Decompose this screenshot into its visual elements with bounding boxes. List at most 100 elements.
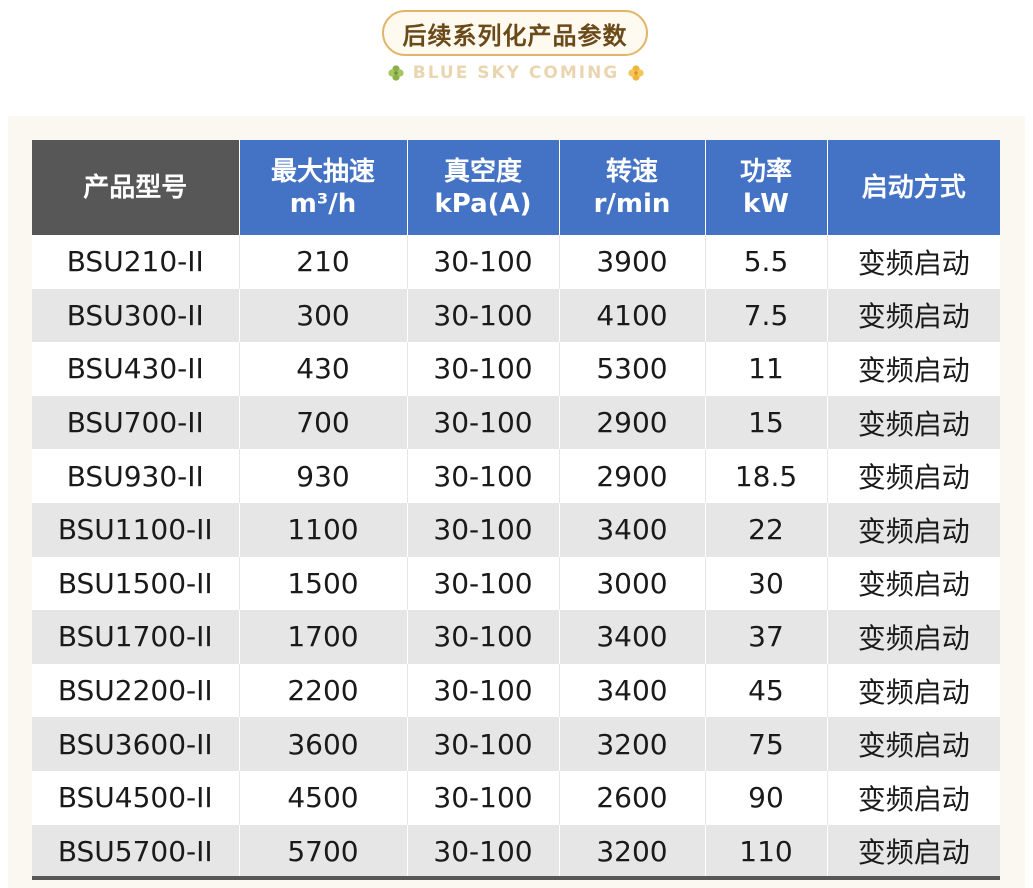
max-speed-cell: 4500 [239, 770, 408, 825]
start-mode-cell: 变频启动 [827, 663, 1000, 718]
model-cell: BSU4500-II [32, 770, 240, 825]
table-row: BSU2200-II 2200 30-100 3400 45 变频启动 [32, 663, 1000, 718]
table-row: BSU1500-II 1500 30-100 3000 30 变频启动 [32, 556, 1000, 611]
vacuum-cell: 30-100 [407, 663, 560, 718]
vacuum-column-header: 真空度 kPa(A) [407, 140, 560, 235]
start-mode-cell: 变频启动 [827, 556, 1000, 611]
model-cell: BSU1100-II [32, 502, 240, 557]
max-speed-cell: 300 [239, 288, 408, 343]
model-cell: BSU1700-II [32, 610, 240, 664]
rpm-cell: 3200 [559, 824, 706, 879]
power-cell: 45 [705, 663, 828, 718]
max-speed-cell: 210 [239, 235, 408, 289]
power-cell: 90 [705, 770, 828, 825]
power-cell: 37 [705, 610, 828, 664]
rpm-cell: 3900 [559, 235, 706, 289]
start-mode-cell: 变频启动 [827, 235, 1000, 289]
table-row: BSU930-II 930 30-100 2900 18.5 变频启动 [32, 449, 1000, 503]
vacuum-cell: 30-100 [407, 235, 560, 289]
vacuum-cell: 30-100 [407, 556, 560, 611]
header-label: 真空度 [443, 156, 522, 187]
model-cell: BSU700-II [32, 395, 240, 450]
start-mode-cell: 变频启动 [827, 717, 1000, 771]
vacuum-cell: 30-100 [407, 342, 560, 396]
rpm-cell: 3400 [559, 502, 706, 557]
subtitle-text: BLUE SKY COMING [412, 63, 620, 83]
start-mode-cell: 变频启动 [827, 342, 1000, 396]
header-label: 产品型号 [83, 172, 188, 203]
clover-icon [388, 65, 404, 81]
header-unit: kW [743, 188, 789, 219]
clover-icon [628, 65, 644, 81]
start-mode-column-header: 启动方式 [827, 140, 1000, 235]
table-row: BSU700-II 700 30-100 2900 15 变频启动 [32, 395, 1000, 450]
header-unit: m³/h [289, 188, 357, 219]
max-speed-cell: 430 [239, 342, 408, 396]
table-row: BSU5700-II 5700 30-100 3200 110 变频启动 [32, 824, 1000, 879]
model-cell: BSU3600-II [32, 717, 240, 771]
header-label: 转速 [605, 156, 658, 187]
max-speed-column-header: 最大抽速 m³/h [239, 140, 408, 235]
power-cell: 30 [705, 556, 828, 611]
power-cell: 75 [705, 717, 828, 771]
section-title-badge: 后续系列化产品参数 [382, 10, 648, 56]
power-cell: 11 [705, 342, 828, 396]
rpm-cell: 2600 [559, 770, 706, 825]
page-header: 后续系列化产品参数 BLUE SKY COMING [0, 0, 1033, 100]
model-cell: BSU300-II [32, 288, 240, 343]
rpm-cell: 3400 [559, 610, 706, 664]
power-cell: 7.5 [705, 288, 828, 343]
power-cell: 5.5 [705, 235, 828, 289]
table-header-row: 产品型号 最大抽速 m³/h 真空度 kPa(A) 转速 r/min 功率 kW 启动方式 [32, 140, 1000, 235]
power-cell: 22 [705, 502, 828, 557]
table-row: BSU4500-II 4500 30-100 2600 90 变频启动 [32, 770, 1000, 825]
start-mode-cell: 变频启动 [827, 395, 1000, 450]
max-speed-cell: 5700 [239, 824, 408, 879]
max-speed-cell: 2200 [239, 663, 408, 718]
rpm-cell: 3200 [559, 717, 706, 771]
power-cell: 110 [705, 824, 828, 879]
model-cell: BSU1500-II [32, 556, 240, 611]
model-cell: BSU210-II [32, 235, 240, 289]
rpm-cell: 4100 [559, 288, 706, 343]
max-speed-cell: 700 [239, 395, 408, 450]
model-column-header: 产品型号 [32, 140, 240, 235]
start-mode-cell: 变频启动 [827, 824, 1000, 879]
model-cell: BSU430-II [32, 342, 240, 396]
table-row: BSU210-II 210 30-100 3900 5.5 变频启动 [32, 235, 1000, 289]
section-title: 后续系列化产品参数 [402, 21, 628, 50]
model-cell: BSU5700-II [32, 824, 240, 879]
vacuum-cell: 30-100 [407, 395, 560, 450]
vacuum-cell: 30-100 [407, 449, 560, 503]
vacuum-cell: 30-100 [407, 717, 560, 771]
start-mode-cell: 变频启动 [827, 770, 1000, 825]
table-row: BSU430-II 430 30-100 5300 11 变频启动 [32, 342, 1000, 396]
rpm-cell: 2900 [559, 449, 706, 503]
max-speed-cell: 930 [239, 449, 408, 503]
rpm-cell: 3400 [559, 663, 706, 718]
model-cell: BSU2200-II [32, 663, 240, 718]
table-row: BSU1700-II 1700 30-100 3400 37 变频启动 [32, 610, 1000, 664]
rpm-cell: 5300 [559, 342, 706, 396]
rpm-column-header: 转速 r/min [559, 140, 706, 235]
table-row: BSU300-II 300 30-100 4100 7.5 变频启动 [32, 288, 1000, 343]
header-unit: kPa(A) [434, 188, 532, 219]
power-cell: 15 [705, 395, 828, 450]
header-label: 功率 [739, 156, 792, 187]
header-label: 最大抽速 [270, 156, 375, 187]
start-mode-cell: 变频启动 [827, 610, 1000, 664]
max-speed-cell: 1500 [239, 556, 408, 611]
table-row: BSU1100-II 1100 30-100 3400 22 变频启动 [32, 502, 1000, 557]
power-column-header: 功率 kW [705, 140, 828, 235]
start-mode-cell: 变频启动 [827, 449, 1000, 503]
max-speed-cell: 1700 [239, 610, 408, 664]
power-cell: 18.5 [705, 449, 828, 503]
start-mode-cell: 变频启动 [827, 288, 1000, 343]
vacuum-cell: 30-100 [407, 770, 560, 825]
subtitle-row: BLUE SKY COMING [378, 60, 654, 86]
vacuum-cell: 30-100 [407, 824, 560, 879]
table-body: BSU210-II 210 30-100 3900 5.5 变频启动 BSU300-II 30… [32, 235, 1000, 879]
max-speed-cell: 1100 [239, 502, 408, 557]
start-mode-cell: 变频启动 [827, 502, 1000, 557]
vacuum-cell: 30-100 [407, 502, 560, 557]
